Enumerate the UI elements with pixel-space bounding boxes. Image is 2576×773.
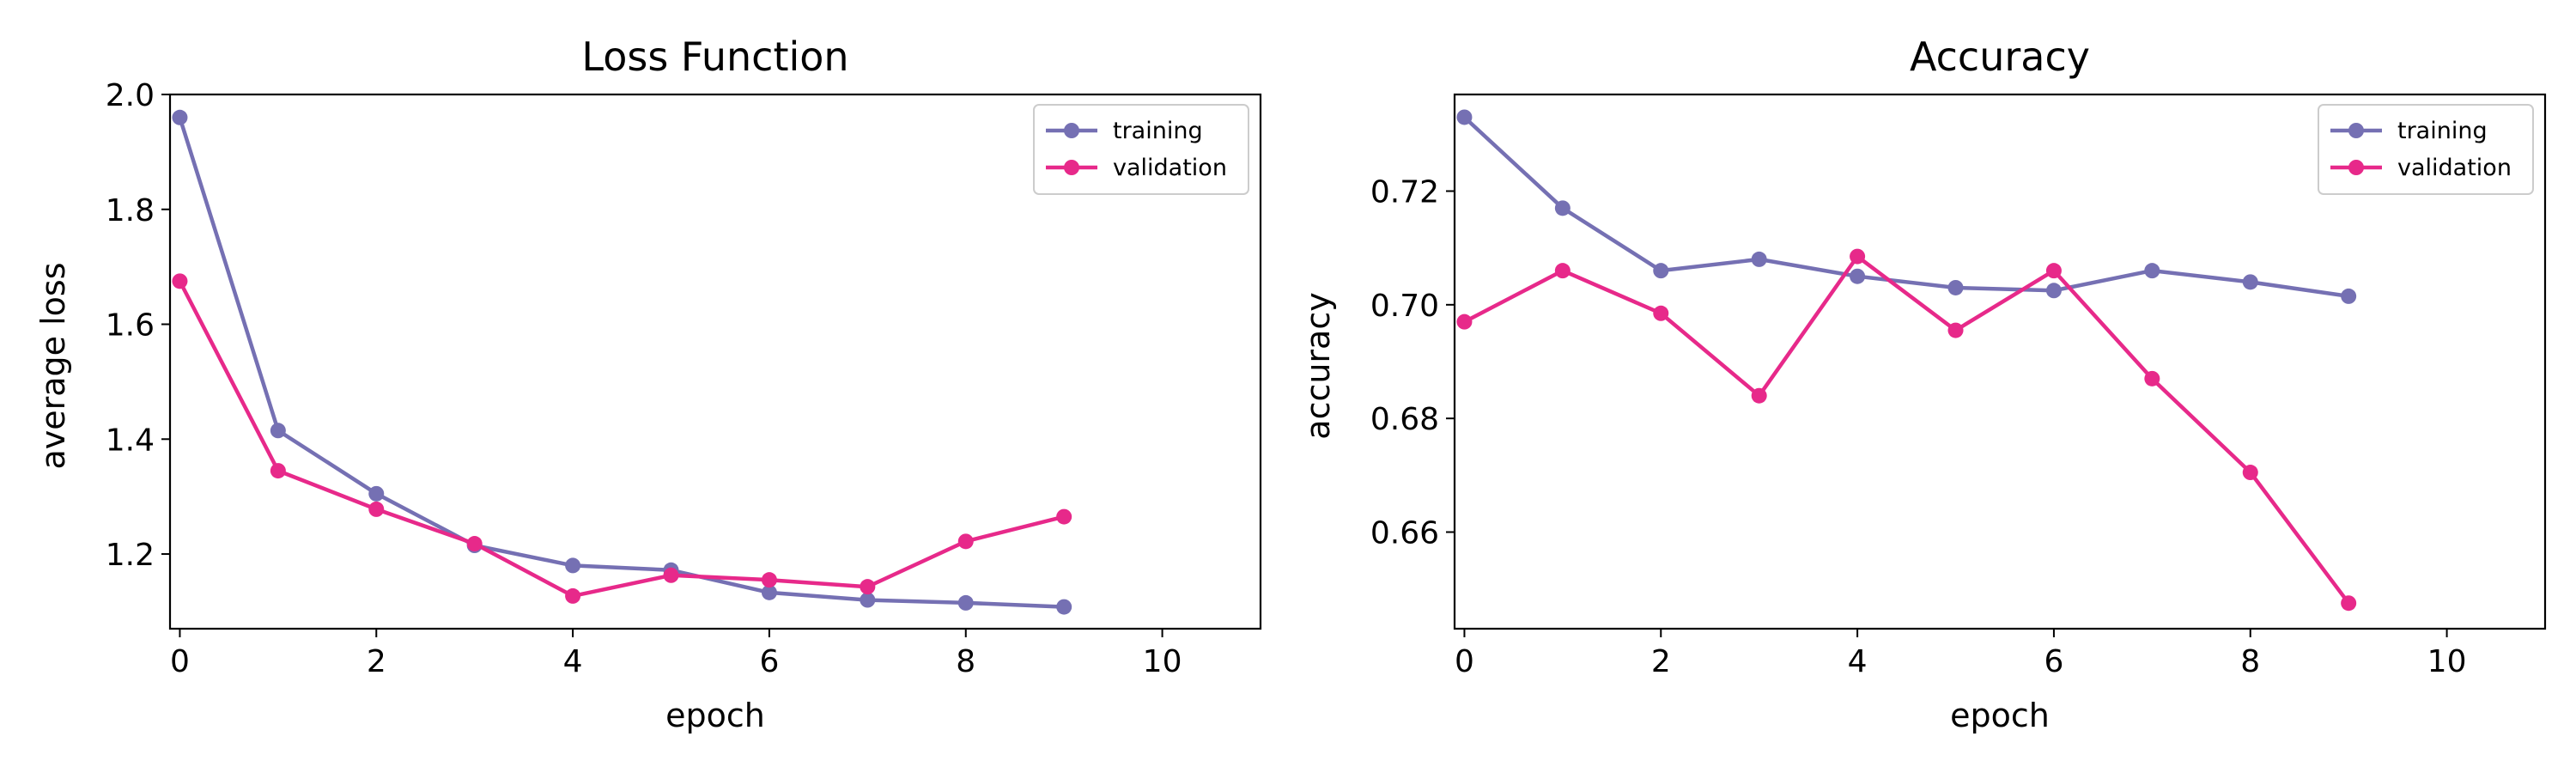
loss-training-point (270, 423, 286, 439)
loss-xtick-label: 8 (956, 644, 975, 679)
loss-validation-point (368, 501, 385, 517)
accuracy-training-point (2242, 274, 2258, 290)
accuracy-chart-ylabel: accuracy (1299, 292, 1337, 439)
accuracy-validation-point (1947, 322, 1964, 338)
loss-validation-point (761, 572, 777, 588)
accuracy-validation-point (1850, 248, 1866, 265)
accuracy-xtick-label: 2 (1651, 644, 1671, 679)
loss-validation-point (663, 567, 679, 583)
loss-chart-xlabel: epoch (665, 697, 765, 734)
accuracy-validation-point (1751, 387, 1767, 404)
loss-ytick-label: 1.6 (106, 308, 155, 344)
loss-validation-point (957, 533, 974, 550)
accuracy-training-point (1850, 268, 1866, 284)
accuracy-legend-box (2318, 104, 2534, 195)
loss-legend-validation-marker (1064, 160, 1079, 175)
accuracy-validation-point (2242, 465, 2258, 481)
loss-xtick-label: 2 (367, 644, 386, 679)
accuracy-training-point (1751, 251, 1767, 267)
loss-chart-legend: training validation (1033, 104, 1249, 195)
accuracy-legend-training-marker (2348, 123, 2364, 138)
loss-legend-training-marker (1064, 123, 1079, 138)
accuracy-chart: Accuracy epoch accuracy 0 2 4 6 8 100.660.680… (1299, 33, 2547, 734)
loss-chart-title: Loss Function (581, 33, 848, 80)
loss-training-line (178, 117, 1065, 609)
loss-xtick-label: 6 (759, 644, 779, 679)
loss-validation-point (270, 463, 286, 479)
loss-ytick-label: 1.2 (106, 538, 155, 573)
loss-ytick-label: 2.0 (106, 78, 155, 113)
loss-xtick-label: 4 (563, 644, 583, 679)
accuracy-validation-point (2045, 263, 2062, 279)
accuracy-training-point (2045, 283, 2062, 299)
accuracy-ytick-label: 0.72 (1370, 174, 1439, 210)
accuracy-legend-training-label: training (2397, 118, 2488, 144)
loss-validation-line (178, 280, 1065, 599)
loss-legend-training-label: training (1113, 118, 1203, 144)
accuracy-chart-xlabel: epoch (1950, 697, 2050, 734)
accuracy-training-point (1947, 279, 1964, 295)
accuracy-xtick-label: 0 (1455, 644, 1474, 679)
loss-validation-point (565, 587, 581, 604)
accuracy-legend-validation-label: validation (2397, 155, 2512, 181)
accuracy-chart-series (1456, 109, 2357, 612)
loss-xtick-label: 0 (170, 644, 190, 679)
loss-xtick-label: 10 (1143, 644, 1182, 679)
loss-legend-box (1033, 104, 1249, 195)
accuracy-training-point (1653, 263, 1669, 279)
loss-chart-series (172, 109, 1072, 615)
loss-training-point (761, 584, 777, 600)
accuracy-validation-point (1456, 313, 1473, 330)
accuracy-xtick-label: 6 (2044, 644, 2063, 679)
loss-chart: Loss Function epoch average loss 0 2 4 6 8 10… (34, 33, 1262, 734)
accuracy-validation-line (1463, 254, 2350, 605)
loss-validation-point (172, 273, 188, 289)
loss-chart-plot-frame (168, 93, 1262, 630)
loss-training-point (172, 109, 188, 125)
accuracy-training-point (2144, 263, 2160, 279)
accuracy-xtick-label: 8 (2240, 644, 2260, 679)
accuracy-legend-validation-marker (2348, 160, 2364, 175)
loss-validation-point (860, 579, 876, 595)
accuracy-xtick-label: 4 (1848, 644, 1868, 679)
loss-validation-point (1056, 508, 1072, 525)
loss-training-point (1056, 599, 1072, 615)
accuracy-chart-ticks: 0 2 4 6 8 10 0.66 0.68 0.70 0.72 (1370, 174, 2467, 679)
loss-validation-point (466, 536, 483, 552)
loss-legend-validation-label: validation (1113, 155, 1227, 181)
loss-chart-ticks: 0 2 4 6 8 10 1.2 1.4 1.6 1.8 2.0 (106, 78, 1182, 679)
accuracy-ytick-label: 0.70 (1370, 289, 1439, 324)
accuracy-validation-point (1554, 263, 1571, 279)
accuracy-chart-title: Accuracy (1910, 33, 2090, 80)
accuracy-training-point (1554, 200, 1571, 216)
accuracy-ytick-label: 0.66 (1370, 516, 1439, 551)
accuracy-validation-point (2144, 370, 2160, 386)
accuracy-chart-legend: training validation (2318, 104, 2534, 195)
accuracy-validation-point (2341, 595, 2357, 612)
loss-training-point (860, 592, 876, 608)
accuracy-ytick-label: 0.68 (1370, 402, 1439, 437)
accuracy-training-point (1456, 109, 1473, 125)
loss-ytick-label: 1.8 (106, 193, 155, 228)
accuracy-training-point (2341, 288, 2357, 304)
loss-ytick-label: 1.4 (106, 423, 155, 458)
accuracy-training-line (1462, 115, 2349, 299)
accuracy-chart-plot-frame (1453, 93, 2547, 630)
loss-chart-ylabel: average loss (34, 262, 72, 469)
accuracy-xtick-label: 10 (2427, 644, 2467, 679)
loss-training-point (368, 485, 385, 502)
loss-training-point (565, 557, 581, 574)
accuracy-validation-point (1653, 305, 1669, 321)
loss-training-point (957, 594, 974, 611)
